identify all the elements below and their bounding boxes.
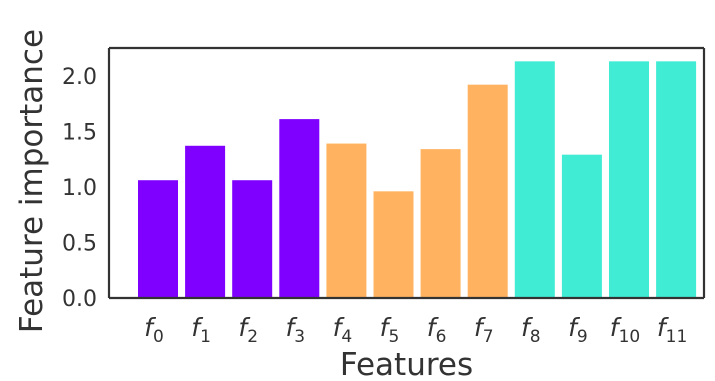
x-tick-label: f5 [380,313,400,347]
x-tick-label: f8 [521,313,541,347]
bar-f6 [420,149,461,298]
x-tick-label: f3 [285,313,305,347]
bar-f10 [609,61,649,298]
bars-layer [138,61,697,298]
bar-f8 [514,61,555,298]
bar-f0 [138,180,178,298]
x-tick-label: f4 [333,313,353,347]
x-tick-label: f2 [238,313,258,347]
bar-f5 [373,191,414,298]
bar-f7 [467,84,508,298]
x-axis-title: Features [340,347,473,381]
bar-f1 [185,145,226,298]
y-tick-labels: 0.0 0.5 1.0 1.5 2.0 [62,65,97,312]
x-tick-label: f10 [610,313,640,347]
y-tick-label: 1.0 [62,176,97,201]
x-tick-labels: f0 f1 f2 f3 f4 f5 f6 f7 f8 f9 f10 f11 [144,313,687,347]
x-tick-label: f1 [191,313,211,347]
x-tick-label: f11 [657,313,687,347]
bar-f9 [561,154,602,298]
y-tick-label: 2.0 [62,65,97,90]
y-tick-label: 0.5 [62,231,97,256]
y-tick-label: 1.5 [62,120,97,145]
bar-f2 [232,180,273,298]
x-tick-label: f6 [427,313,447,347]
bar-f4 [326,143,367,298]
bar-f3 [279,119,320,298]
y-tick-label: 0.0 [62,287,97,312]
x-tick-label: f0 [144,313,164,347]
x-tick-label: f9 [568,313,588,347]
y-axis-title: Feature importance [14,29,50,333]
x-tick-label: f7 [474,313,494,347]
bar-f11 [656,61,697,298]
axes-layer [107,46,706,300]
